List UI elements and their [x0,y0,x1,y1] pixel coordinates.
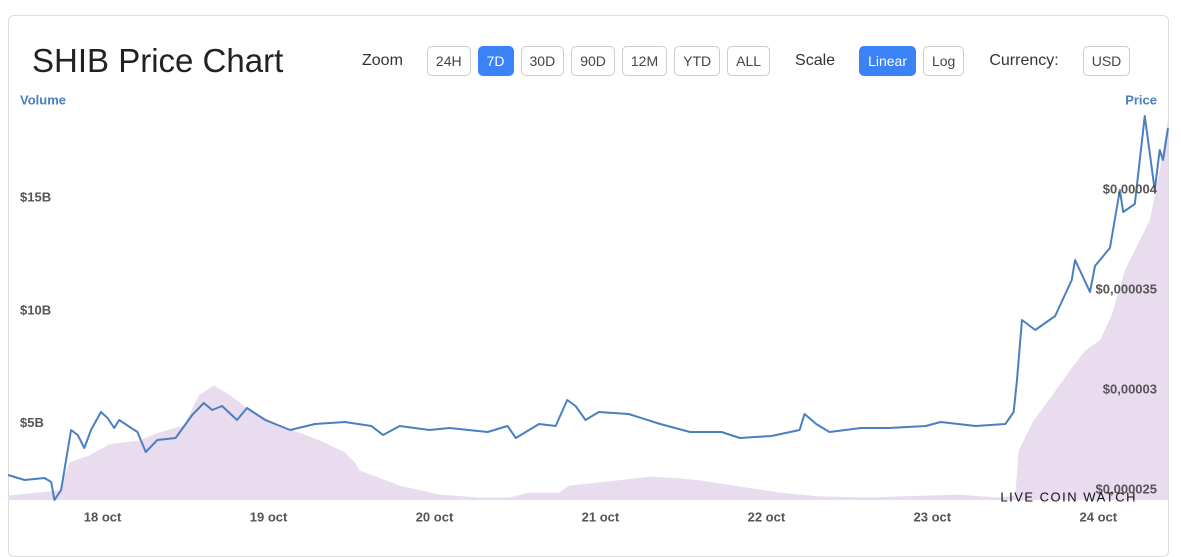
y-tick-label: $10B [20,302,51,317]
price-line [7,115,1169,501]
y2-axis-label: Price [1125,92,1157,107]
button[interactable]: 12M [621,46,668,76]
y-axis-label: Volume [20,92,66,107]
y-tick-label: $5B [20,415,44,430]
control-label: Scale [795,52,836,69]
x-tick-label: 21 oct [582,509,620,524]
button[interactable]: ALL [727,46,771,76]
button-group: 24H 7D 30D 90D 12M YTD ALL [426,46,777,76]
button[interactable]: 90D [571,46,615,76]
button[interactable]: Linear [859,46,916,76]
chart-title: SHIB Price Chart [32,42,284,79]
x-tick-label: 18 oct [84,509,122,524]
y2-tick-label: $0,00004 [1103,181,1158,196]
button[interactable]: YTD [674,46,721,76]
x-tick-label: 24 oct [1080,509,1118,524]
y2-tick-label: $0,00003 [1103,381,1157,396]
button[interactable]: Log [922,46,965,76]
y2-tick-label: $0,000025 [1096,481,1157,496]
button[interactable]: USD [1082,46,1131,76]
control-label: Zoom [362,52,403,69]
watermark: LIVE COIN WATCH [1000,489,1137,504]
x-tick-label: 23 oct [914,509,952,524]
page: Volume Price $5B $10B $15B $0,000025 $0,00003 $… [7,15,1169,557]
button[interactable]: 7D [477,46,514,76]
volume-area [8,120,1168,501]
toolbar: Zoom 24H 7D 30D 90D 12M YTD ALL Scale Linear Log Cu… [362,46,1155,76]
button[interactable]: 24H [426,46,471,76]
button[interactable]: 30D [520,46,565,76]
x-tick-label: 20 oct [416,509,454,524]
chart: Volume Price $5B $10B $15B $0,000025 $0,00003 $… [7,92,1169,524]
control-label: Currency: [989,52,1059,69]
x-tick-label: 19 oct [250,509,288,524]
x-tick-label: 22 oct [748,509,786,524]
y-tick-label: $15B [20,190,51,205]
button-group: USD [1082,46,1138,76]
y2-tick-label: $0,000035 [1096,281,1157,296]
button-group: Linear Log [859,46,971,76]
